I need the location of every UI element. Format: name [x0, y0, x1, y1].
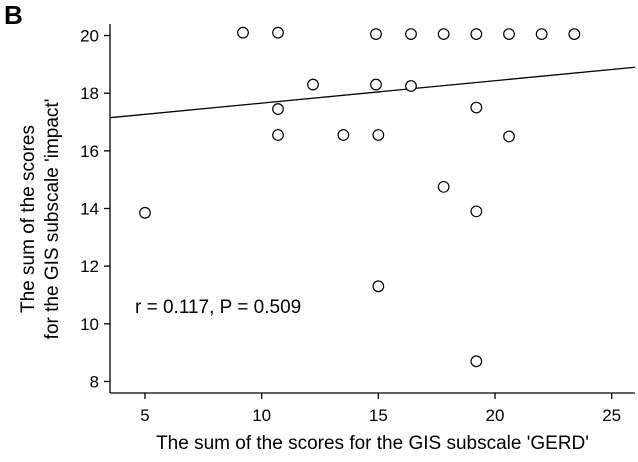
data-point [503, 28, 515, 40]
regression-line [109, 66, 636, 119]
y-axis-label-wrap: The sum of the scores for the GIS subsca… [6, 44, 76, 394]
data-point [372, 129, 385, 141]
y-tick-label: 12 [80, 257, 99, 276]
y-tick-label: 20 [80, 27, 99, 46]
data-point [470, 355, 483, 368]
data-point [370, 78, 382, 91]
y-axis-label-line-1: The sum of the scores [18, 125, 39, 313]
data-point [405, 80, 417, 92]
panel-label: B [4, 0, 23, 30]
data-point [568, 28, 581, 40]
y-tick-label: 18 [80, 84, 99, 103]
x-axis-label: The sum of the scores for the GIS subsca… [156, 433, 589, 454]
data-point [405, 28, 417, 40]
x-tick-label: 5 [140, 406, 149, 425]
data-point [307, 78, 319, 91]
data-point [237, 26, 249, 39]
data-point [437, 180, 450, 193]
y-axis-label-line-2: for the GIS subscale 'impact' [42, 98, 63, 340]
x-tick-label: 25 [602, 406, 621, 425]
data-point [503, 130, 515, 143]
x-tick-label: 20 [486, 406, 505, 425]
x-tick-label: 10 [252, 406, 271, 425]
data-point [370, 28, 382, 40]
data-point [272, 129, 284, 141]
y-axis-label: The sum of the scores for the GIS subsca… [17, 99, 65, 340]
x-tick-label: 15 [369, 406, 388, 425]
data-point [535, 28, 548, 40]
y-tick-label: 8 [90, 372, 99, 391]
data-point [470, 205, 483, 218]
data-point [437, 28, 450, 40]
data-point [337, 129, 350, 141]
y-tick-label: 10 [80, 315, 99, 334]
data-point [272, 103, 284, 115]
data-point [139, 206, 151, 219]
y-tick-label: 16 [80, 142, 99, 161]
correlation-annotation: r = 0.117, P = 0.509 [135, 297, 302, 318]
data-point [470, 28, 483, 40]
data-point [470, 101, 483, 114]
data-point [372, 280, 385, 293]
data-point [272, 26, 284, 39]
y-tick-label: 14 [80, 200, 99, 219]
